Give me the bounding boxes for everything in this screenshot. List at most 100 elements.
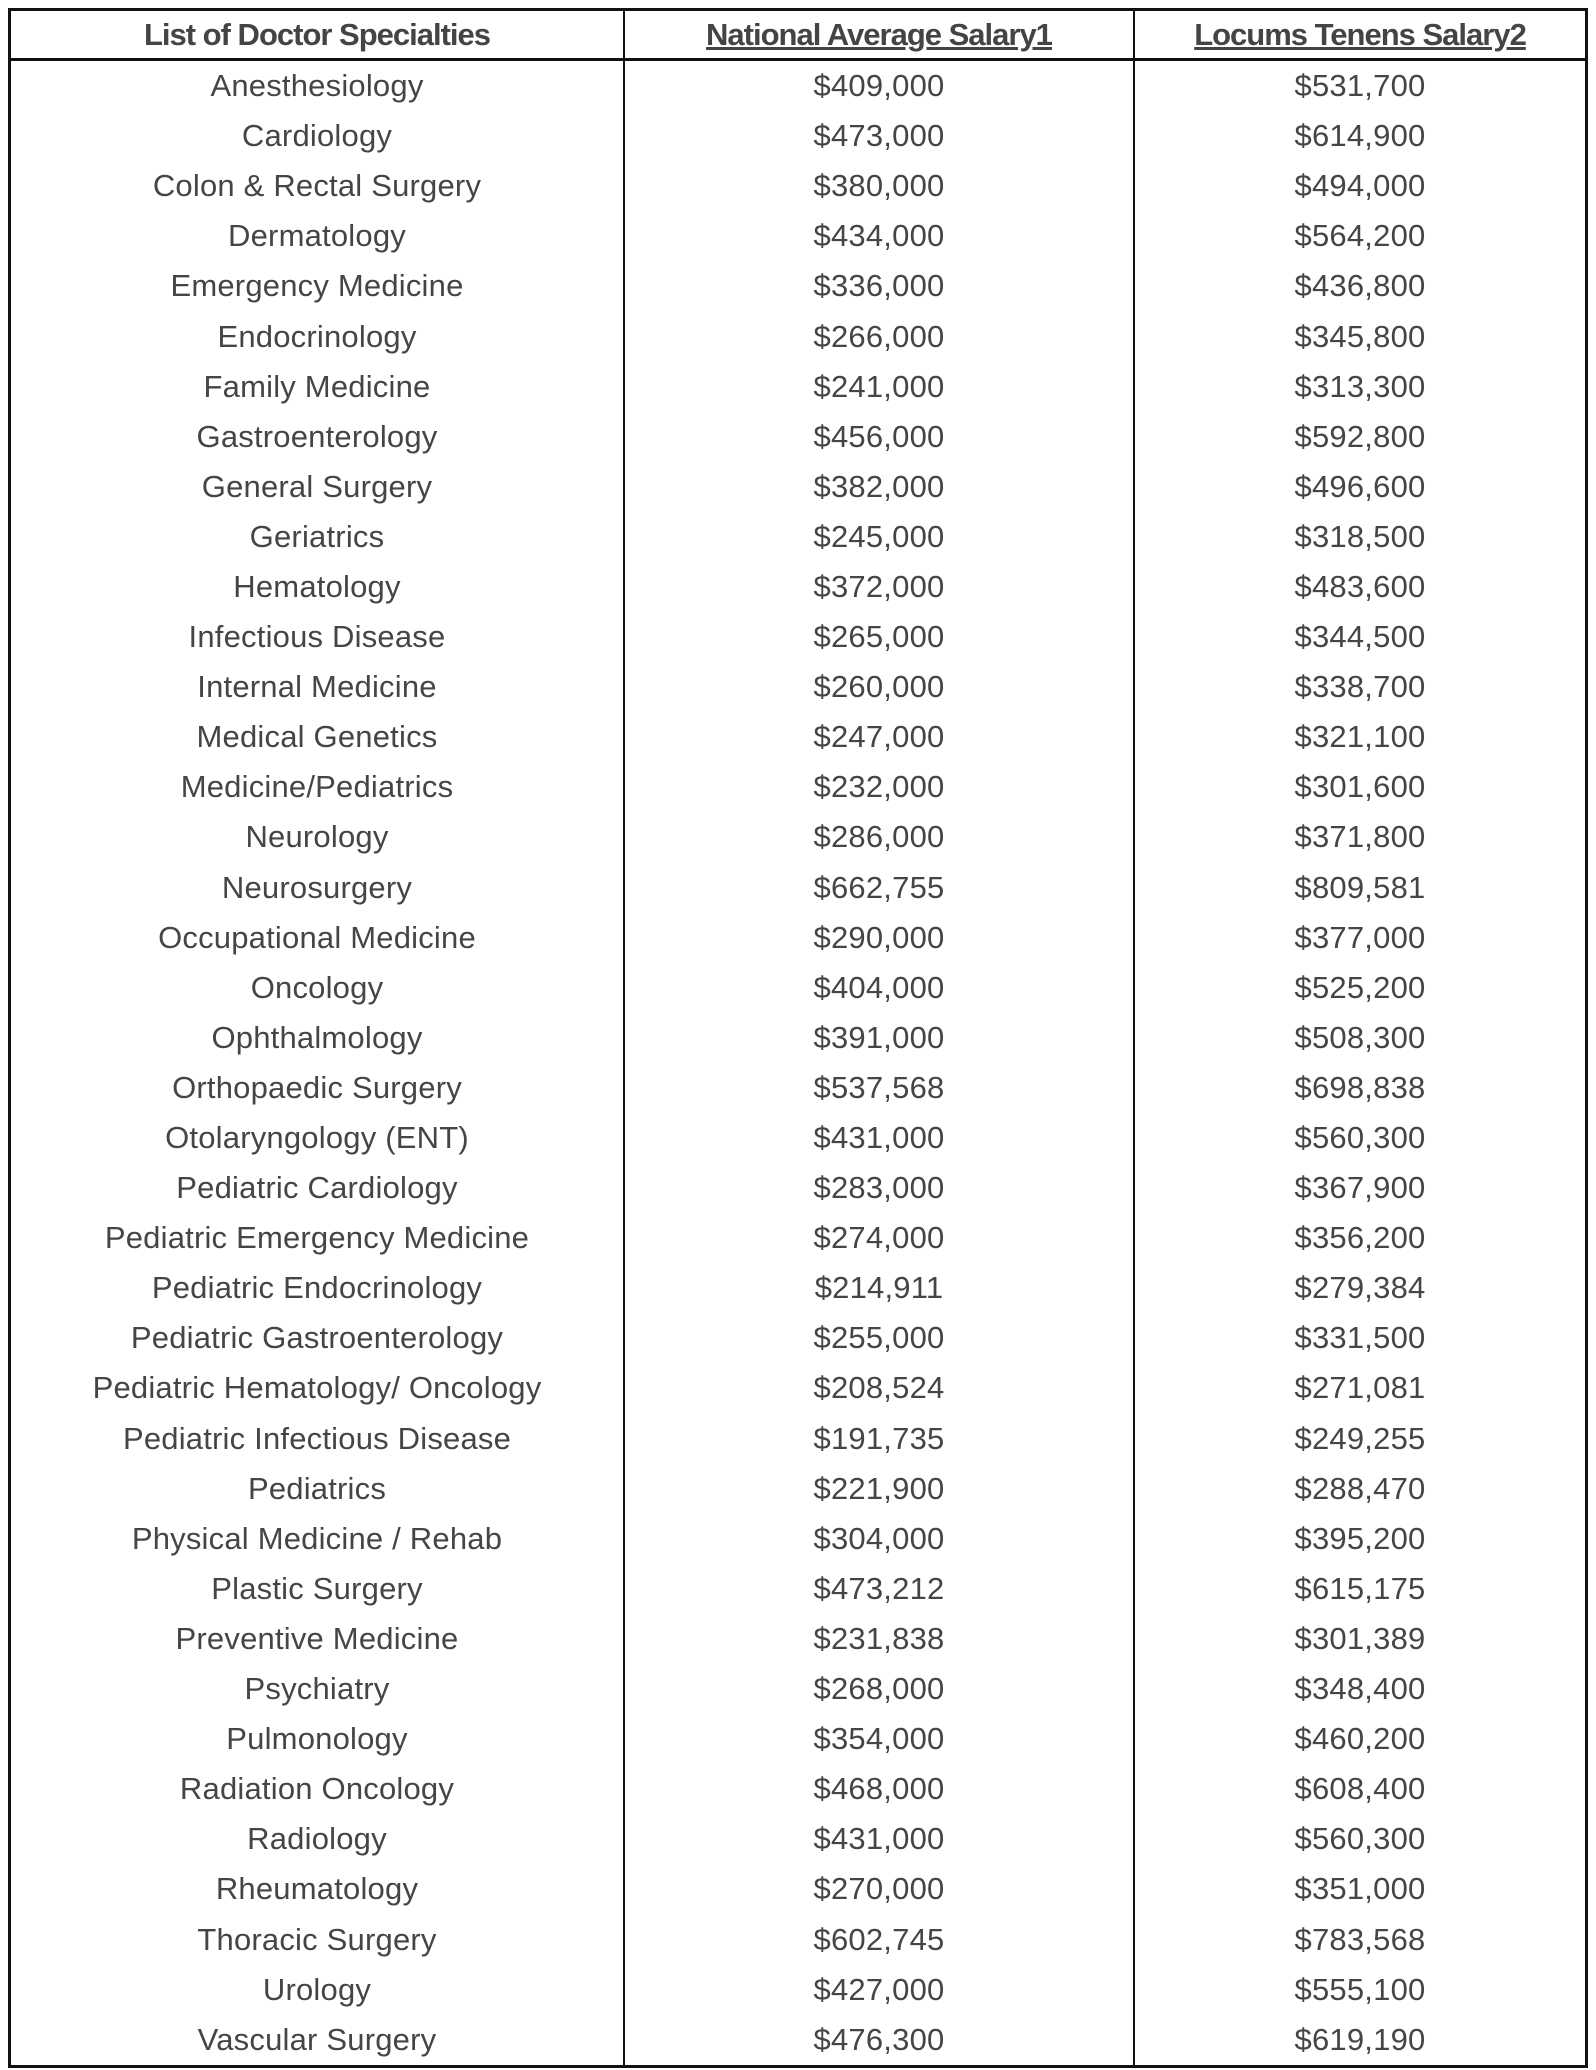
locum-salary-cell: $496,600 [1294, 468, 1426, 504]
table-row: Occupational Medicine $290,000 $377,000 [9, 912, 1587, 963]
locum-salary-cell: $436,800 [1294, 268, 1426, 304]
national-salary-cell: $476,300 [624, 2014, 1135, 2067]
national-salary-cell: $431,000 [624, 1814, 1135, 1865]
specialty-cell: Infectious Disease [9, 612, 625, 663]
locum-salary-cell: $371,800 [1294, 819, 1426, 855]
locum-salary-cell: $301,389 [1294, 1620, 1426, 1656]
national-salary-cell: $336,000 [624, 261, 1135, 312]
table-row: Endocrinology $266,000 $345,800 [9, 311, 1587, 362]
specialty-cell: Medicine/Pediatrics [9, 762, 625, 813]
table-row: General Surgery $382,000 $496,600 [9, 461, 1587, 512]
specialty-cell: Pediatric Infectious Disease [9, 1413, 625, 1464]
national-salary-cell: $431,000 [624, 1112, 1135, 1164]
table-row: Plastic Surgery $473,212 $615,175 [9, 1563, 1587, 1614]
specialty-cell: Geriatrics [9, 511, 625, 562]
specialty-cell: Neurology [9, 812, 625, 863]
table-row: Rheumatology $270,000 $351,000 [9, 1864, 1587, 1915]
table-row: Urology $427,000 $555,100 [9, 1964, 1587, 2015]
specialty-cell: Otolaryngology (ENT) [9, 1112, 625, 1164]
specialty-cell: Emergency Medicine [9, 261, 625, 312]
national-salary-cell: $221,900 [624, 1463, 1135, 1514]
national-salary-cell: $290,000 [624, 912, 1135, 963]
locum-salary-cell: $531,700 [1294, 68, 1426, 104]
locum-salary-cell: $345,800 [1294, 318, 1426, 354]
national-salary-cell: $208,524 [624, 1363, 1135, 1414]
locum-salary-cell: $698,838 [1294, 1069, 1426, 1105]
specialty-cell: Medical Genetics [9, 712, 625, 763]
locum-salary-cell: $615,175 [1294, 1570, 1426, 1606]
specialty-cell: Radiology [9, 1814, 625, 1865]
specialty-cell: Physical Medicine / Rehab [9, 1513, 625, 1564]
table-row: Emergency Medicine $336,000 $436,800 [9, 261, 1587, 312]
locum-salary-cell: $608,400 [1294, 1771, 1426, 1807]
table-row: Infectious Disease $265,000 $344,500 [9, 612, 1587, 663]
locum-salary-cell: $279,384 [1294, 1270, 1426, 1306]
national-salary-cell: $468,000 [624, 1764, 1135, 1815]
table-row: Family Medicine $241,000 $313,300 [9, 361, 1587, 412]
locum-salary-cell: $351,000 [1294, 1871, 1426, 1907]
table-row: Dermatology $434,000 $564,200 [9, 211, 1587, 262]
table-row: Pediatric Emergency Medicine $274,000 $356… [9, 1213, 1587, 1264]
locum-salary-cell: $809,581 [1294, 869, 1426, 905]
table-row: Pediatric Infectious Disease $191,735 $249… [9, 1413, 1587, 1464]
locum-salary-cell: $321,100 [1294, 719, 1426, 755]
national-salary-cell: $434,000 [624, 211, 1135, 262]
specialty-cell: Plastic Surgery [9, 1563, 625, 1614]
locum-salary-cell: $344,500 [1294, 619, 1426, 655]
specialty-cell: Thoracic Surgery [9, 1914, 625, 1965]
locum-salary-cell: $614,900 [1294, 118, 1426, 154]
national-salary-cell: $270,000 [624, 1864, 1135, 1915]
locum-salary-cell: $249,255 [1294, 1420, 1426, 1456]
specialty-cell: Radiation Oncology [9, 1764, 625, 1815]
locum-salary-cell: $592,800 [1294, 418, 1426, 454]
specialty-cell: General Surgery [9, 461, 625, 512]
locum-salary-cell: $313,300 [1294, 368, 1426, 404]
specialty-cell: Rheumatology [9, 1864, 625, 1915]
specialty-cell: Colon & Rectal Surgery [9, 161, 625, 212]
specialty-cell: Pediatric Cardiology [9, 1163, 625, 1214]
national-salary-cell: $214,911 [624, 1263, 1135, 1314]
locum-salary-cell: $619,190 [1294, 2021, 1426, 2057]
national-salary-cell: $473,000 [624, 111, 1135, 162]
national-salary-cell: $286,000 [624, 812, 1135, 863]
national-salary-cell: $662,755 [624, 862, 1135, 913]
specialty-cell: Oncology [9, 962, 625, 1013]
table-row: Medical Genetics $247,000 $321,100 [9, 712, 1587, 763]
table-row: Internal Medicine $260,000 $338,700 [9, 662, 1587, 713]
header-row: List of Doctor Specialties National Aver… [9, 9, 1587, 61]
specialty-cell: Family Medicine [9, 361, 625, 412]
salary-table: List of Doctor Specialties National Aver… [8, 8, 1588, 2068]
table-row: Oncology $404,000 $525,200 [9, 962, 1587, 1013]
locum-salary-cell: $564,200 [1294, 218, 1426, 254]
national-salary-cell: $241,000 [624, 361, 1135, 412]
national-salary-cell: $274,000 [624, 1213, 1135, 1264]
table-row: Pulmonology $354,000 $460,200 [9, 1714, 1587, 1765]
table-row: Gastroenterology $456,000 $592,800 [9, 411, 1587, 462]
specialty-cell: Anesthesiology [9, 59, 625, 112]
national-salary-cell: $260,000 [624, 662, 1135, 713]
specialty-cell: Ophthalmology [9, 1012, 625, 1063]
specialty-cell: Pediatric Hematology/ Oncology [9, 1363, 625, 1414]
specialty-cell: Occupational Medicine [9, 912, 625, 963]
header-national-average[interactable]: National Average Salary1 [624, 9, 1135, 61]
national-salary-cell: $266,000 [624, 311, 1135, 362]
table-row: Neurology $286,000 $371,800 [9, 812, 1587, 863]
national-salary-cell: $391,000 [624, 1012, 1135, 1063]
specialty-cell: Pediatric Gastroenterology [9, 1313, 625, 1364]
national-salary-cell: $247,000 [624, 712, 1135, 763]
national-salary-cell: $380,000 [624, 161, 1135, 212]
specialty-cell: Preventive Medicine [9, 1613, 625, 1664]
national-salary-cell: $456,000 [624, 411, 1135, 462]
national-salary-cell: $427,000 [624, 1964, 1135, 2015]
national-salary-cell: $304,000 [624, 1513, 1135, 1564]
locum-salary-cell: $338,700 [1294, 669, 1426, 705]
table-row: Geriatrics $245,000 $318,500 [9, 511, 1587, 562]
locum-salary-cell: $288,470 [1294, 1470, 1426, 1506]
specialty-cell: Cardiology [9, 111, 625, 162]
locum-salary-cell: $508,300 [1294, 1019, 1426, 1055]
national-salary-cell: $255,000 [624, 1313, 1135, 1364]
locum-salary-cell: $367,900 [1294, 1170, 1426, 1206]
specialty-cell: Urology [9, 1964, 625, 2015]
header-locum-tenens[interactable]: Locums Tenens Salary2 [1134, 9, 1587, 61]
locum-salary-cell: $555,100 [1294, 1971, 1426, 2007]
